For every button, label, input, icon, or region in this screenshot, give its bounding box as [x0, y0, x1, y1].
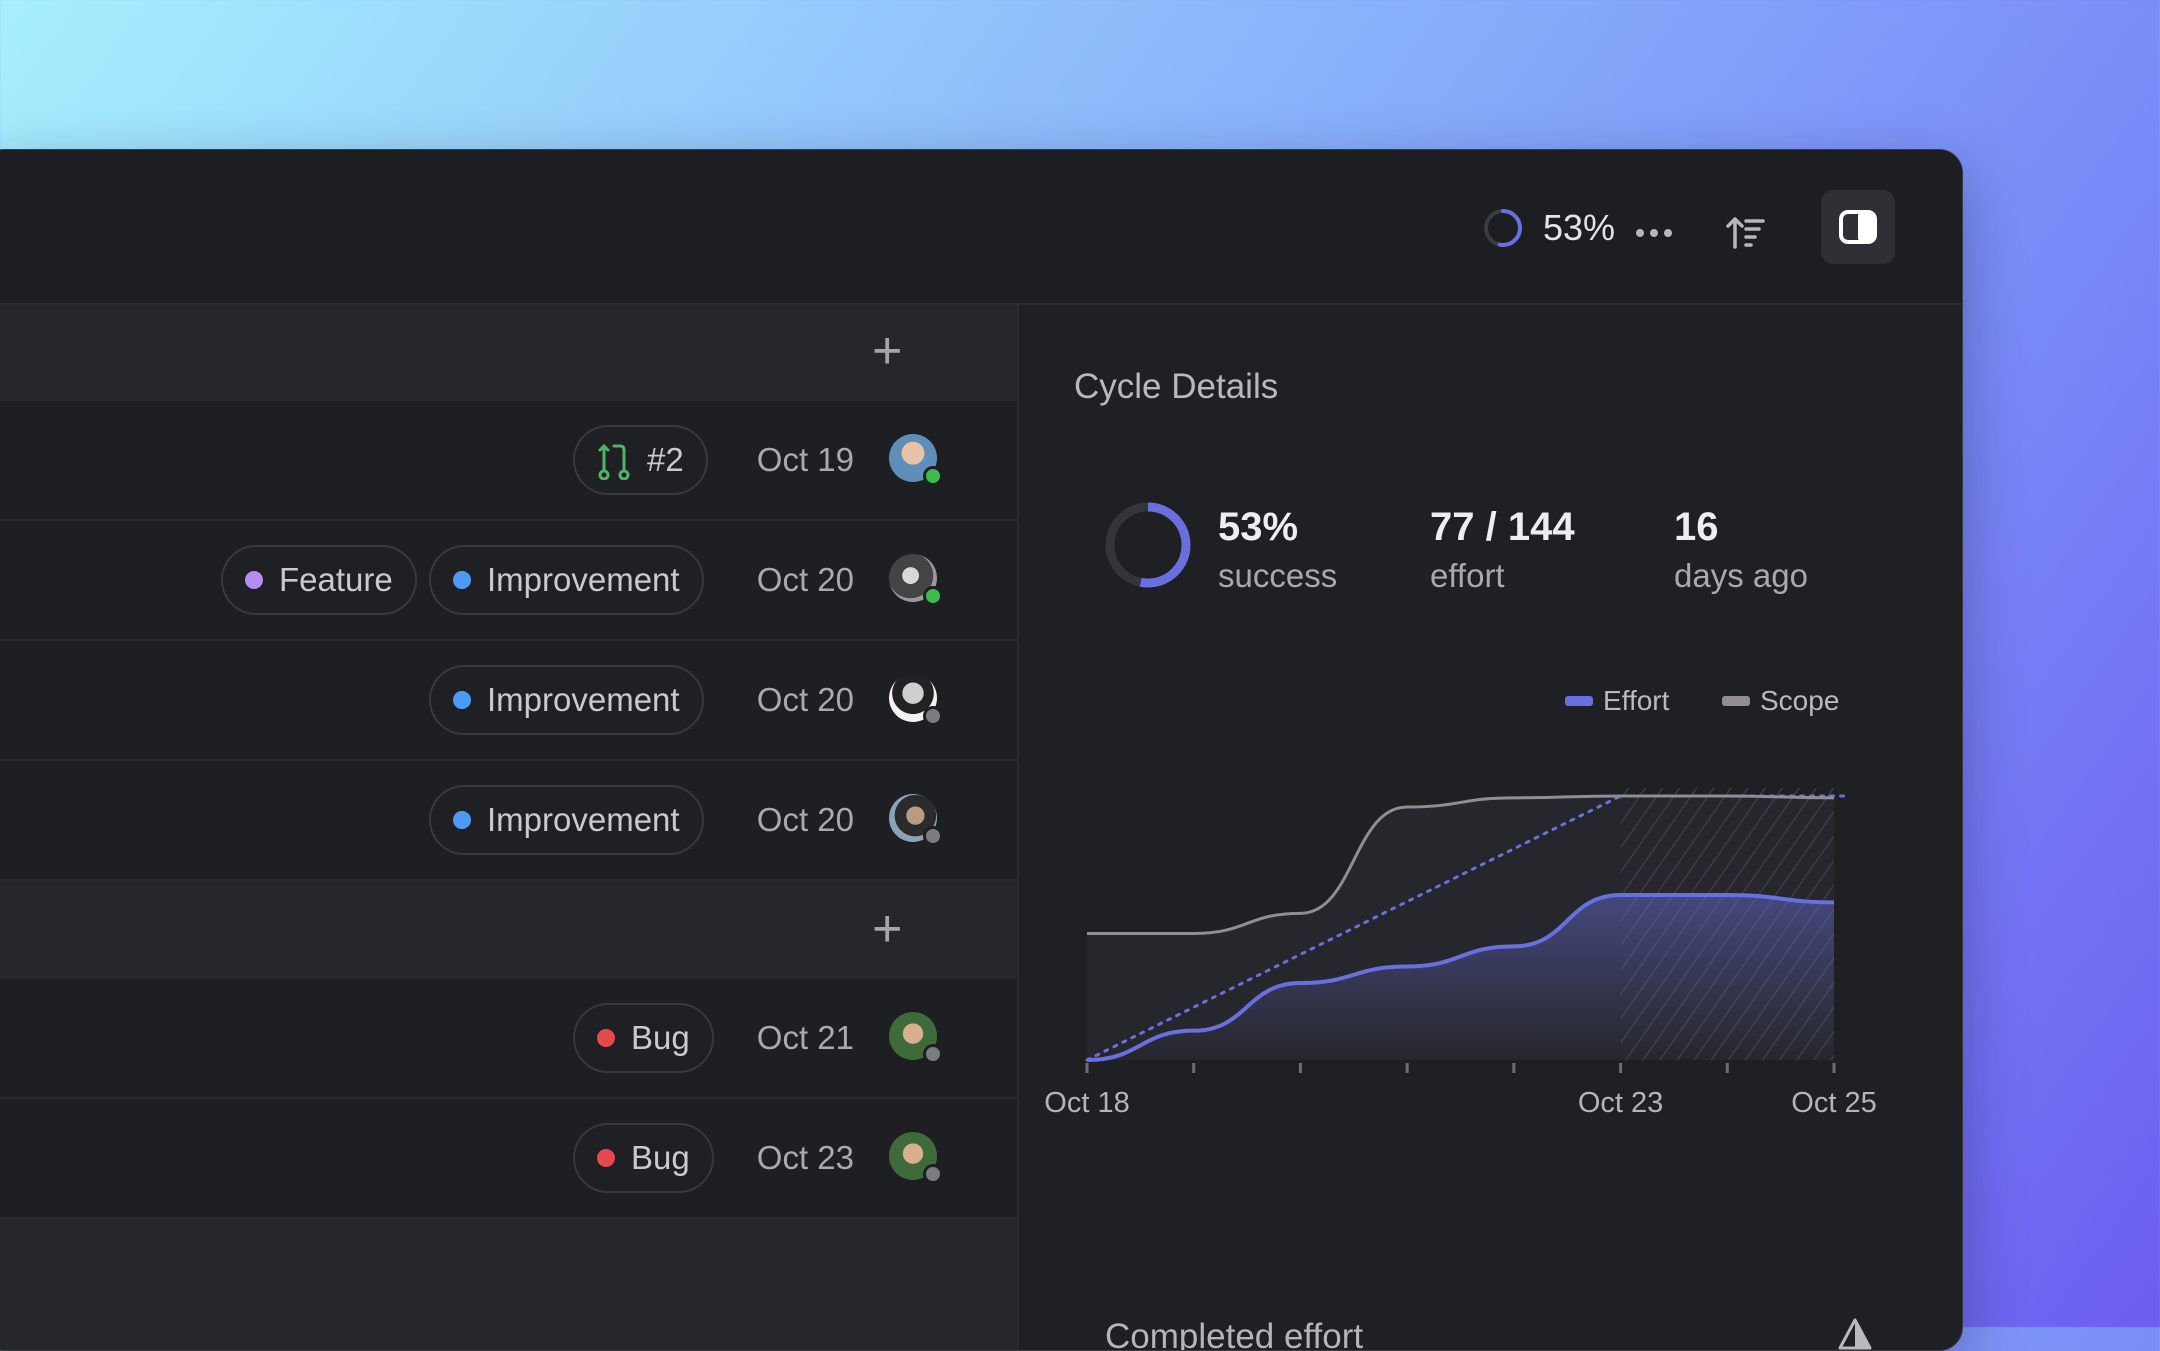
- table-row[interactable]: Improvement Oct 20: [0, 761, 1017, 881]
- group-header: +: [0, 305, 1017, 401]
- target-line: [1085, 794, 1623, 1062]
- due-date: Oct 21: [756, 1019, 854, 1056]
- progress-label: 53%: [1543, 207, 1616, 248]
- status-dot: [923, 466, 943, 486]
- scope-line: [1086, 794, 1835, 935]
- avatar[interactable]: [889, 1132, 943, 1184]
- legend-label: Effort: [1603, 685, 1670, 716]
- x-tick-label: Oct 18: [1044, 1087, 1129, 1119]
- label-chip-improvement[interactable]: Improvement: [429, 785, 704, 855]
- label-dot: [453, 811, 471, 829]
- avatar[interactable]: [889, 1012, 943, 1064]
- label-dot: [597, 1029, 615, 1047]
- effort-area: [1087, 895, 1834, 1060]
- more-button[interactable]: [1621, 200, 1687, 266]
- x-tick-label: Oct 23: [1578, 1087, 1663, 1119]
- label-chip-feature[interactable]: Feature: [221, 545, 417, 615]
- pull-request-chip[interactable]: #2: [573, 425, 708, 495]
- completed-effort-title: Completed effort: [1105, 1317, 1364, 1351]
- status-dot: [923, 1164, 943, 1184]
- success-label: success: [1218, 557, 1338, 594]
- status-dot: [923, 1044, 943, 1064]
- topbar: 53%: [0, 150, 1962, 305]
- due-date: Oct 20: [756, 561, 854, 598]
- legend-effort: Effort: [1565, 685, 1669, 717]
- effort-value: 77 / 144: [1430, 505, 1575, 549]
- label-chip-improvement[interactable]: Improvement: [429, 545, 704, 615]
- label-dot: [453, 571, 471, 589]
- sort-icon: [1726, 217, 1765, 249]
- issue-list: + #2 Oct 19 Feature: [0, 305, 1017, 1350]
- due-date: Oct 19: [756, 441, 854, 478]
- days-label: days ago: [1674, 557, 1808, 594]
- effort-line: [1086, 893, 1835, 1062]
- table-row[interactable]: #2 Oct 19: [0, 401, 1017, 521]
- label-text: Feature: [279, 561, 393, 598]
- label-text: Improvement: [487, 681, 680, 718]
- pull-request-number: #2: [647, 441, 684, 478]
- avatar[interactable]: [889, 674, 943, 726]
- cycle-details-panel: Cycle Details 53% success 77 / 144 effor…: [1017, 305, 1962, 1351]
- label-chip-bug[interactable]: Bug: [573, 1123, 714, 1193]
- avatar[interactable]: [889, 794, 943, 846]
- label-text: Bug: [631, 1019, 690, 1056]
- status-dot: [923, 826, 943, 846]
- x-tick-label: Oct 25: [1791, 1087, 1876, 1119]
- success-donut: [1105, 502, 1191, 588]
- add-issue-icon[interactable]: +: [872, 322, 903, 380]
- sort-button[interactable]: [1713, 200, 1779, 266]
- add-issue-icon[interactable]: +: [872, 900, 903, 958]
- group-header: +: [0, 881, 1017, 979]
- table-row[interactable]: Improvement Oct 20: [0, 641, 1017, 761]
- toggle-sidebar-button[interactable]: [1821, 190, 1895, 264]
- effort-label: effort: [1430, 557, 1505, 594]
- group-header: [0, 1219, 1017, 1350]
- due-date: Oct 20: [756, 681, 854, 718]
- sidebar-toggle-icon: [1839, 210, 1877, 244]
- label-chip-bug[interactable]: Bug: [573, 1003, 714, 1073]
- legend-swatch: [1565, 696, 1593, 706]
- label-dot: [597, 1149, 615, 1167]
- panel-title: Cycle Details: [1074, 367, 1279, 406]
- table-row[interactable]: Feature Improvement Oct 20: [0, 521, 1017, 641]
- warning-triangle-icon[interactable]: [1837, 1317, 1873, 1351]
- label-text: Bug: [631, 1139, 690, 1176]
- app-window: 53% +: [0, 149, 1963, 1351]
- cycle-progress[interactable]: 53%: [1481, 206, 1615, 250]
- label-dot: [245, 571, 263, 589]
- ellipsis-icon: [1636, 229, 1672, 237]
- days-value: 16: [1674, 505, 1719, 549]
- success-value: 53%: [1218, 505, 1299, 549]
- label-dot: [453, 691, 471, 709]
- status-dot: [923, 706, 943, 726]
- pull-request-icon: [598, 443, 630, 480]
- label-text: Improvement: [487, 561, 680, 598]
- table-row[interactable]: Bug Oct 23: [0, 1099, 1017, 1219]
- legend-swatch: [1722, 696, 1750, 706]
- due-date: Oct 20: [756, 801, 854, 838]
- burnup-chart: Oct 18 Oct 23 Oct 25: [1044, 788, 1877, 1119]
- label-chip-improvement[interactable]: Improvement: [429, 665, 704, 735]
- table-row[interactable]: Bug Oct 21: [0, 979, 1017, 1099]
- legend-scope: Scope: [1722, 685, 1839, 717]
- status-dot: [923, 586, 943, 606]
- avatar[interactable]: [889, 434, 943, 486]
- avatar[interactable]: [889, 554, 943, 606]
- progress-ring-icon: [1484, 209, 1522, 247]
- label-text: Improvement: [487, 801, 680, 838]
- legend-label: Scope: [1760, 685, 1840, 716]
- due-date: Oct 23: [756, 1139, 854, 1176]
